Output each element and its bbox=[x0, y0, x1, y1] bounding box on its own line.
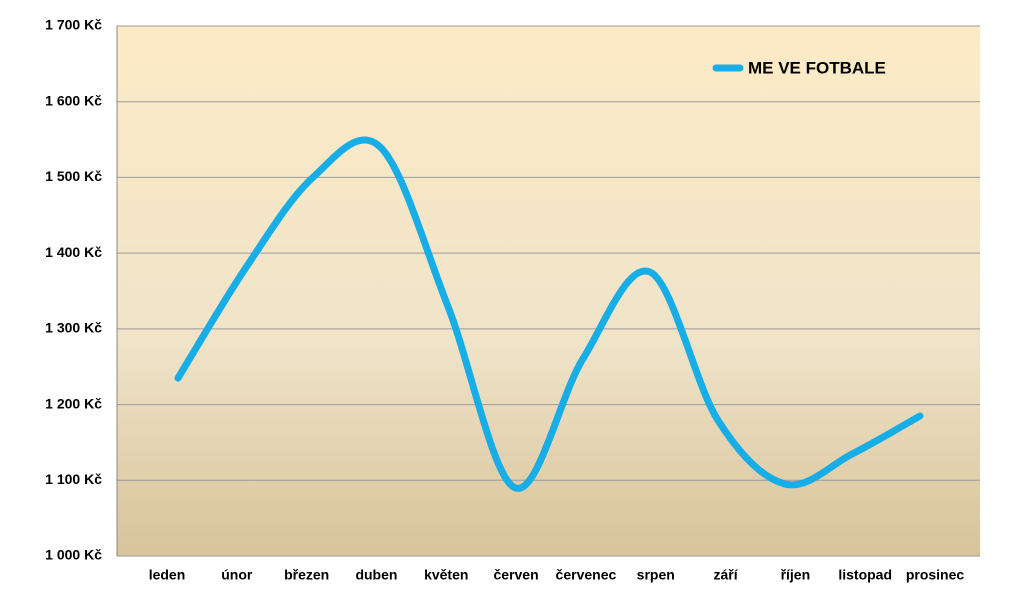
x-tick-label: březen bbox=[284, 567, 329, 583]
x-tick-label: prosinec bbox=[906, 567, 965, 583]
x-tick-label: červen bbox=[494, 567, 539, 583]
x-tick-label: září bbox=[713, 567, 738, 583]
x-tick-label: květen bbox=[424, 567, 468, 583]
plot-area bbox=[117, 26, 980, 556]
x-tick-label: červenec bbox=[556, 567, 617, 583]
x-tick-label: říjen bbox=[781, 567, 811, 583]
x-tick-label: únor bbox=[221, 567, 253, 583]
y-tick-label: 1 200 Kč bbox=[45, 395, 102, 411]
y-tick-label: 1 100 Kč bbox=[45, 471, 102, 487]
series-line bbox=[174, 136, 924, 492]
legend-label: ME VE FOTBALE bbox=[748, 58, 886, 77]
y-tick-label: 1 600 Kč bbox=[45, 92, 102, 108]
y-tick-label: 1 500 Kč bbox=[45, 168, 102, 184]
y-tick-label: 1 000 Kč bbox=[45, 547, 102, 563]
x-tick-label: leden bbox=[149, 567, 186, 583]
x-tick-label: srpen bbox=[637, 567, 675, 583]
y-tick-label: 1 300 Kč bbox=[45, 320, 102, 336]
y-tick-label: 1 400 Kč bbox=[45, 244, 102, 260]
y-tick-label: 1 700 Kč bbox=[45, 17, 102, 33]
x-tick-label: listopad bbox=[838, 567, 892, 583]
x-tick-label: duben bbox=[355, 567, 397, 583]
